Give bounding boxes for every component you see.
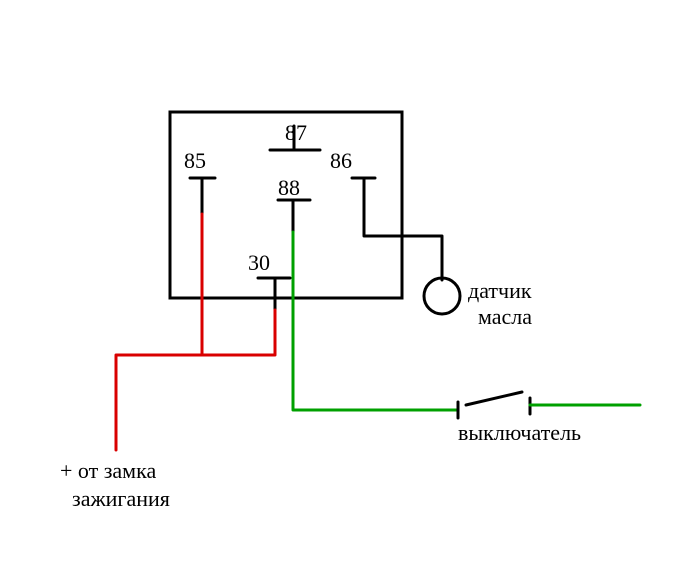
oil-sensor-circle	[424, 278, 460, 314]
ignition-label-2: зажигания	[72, 486, 170, 511]
pin-85-label: 85	[184, 148, 206, 173]
pin-30-label: 30	[248, 250, 270, 275]
wire-88-green	[293, 232, 458, 410]
oil-sensor-label-1: датчик	[468, 278, 532, 303]
wire-85-red	[116, 214, 202, 450]
switch-label: выключатель	[458, 420, 581, 445]
ignition-label-1: + от замка	[60, 458, 156, 483]
switch-blade	[466, 392, 522, 405]
wire-30-red	[202, 310, 275, 355]
pin-86-label: 86	[330, 148, 352, 173]
oil-sensor-label-2: масла	[478, 304, 532, 329]
pin-88-label: 88	[278, 175, 300, 200]
relay-wiring-diagram: 85 87 86 88 30 датчик масла выключатель …	[0, 0, 692, 586]
pin-87-label: 87	[285, 120, 307, 145]
